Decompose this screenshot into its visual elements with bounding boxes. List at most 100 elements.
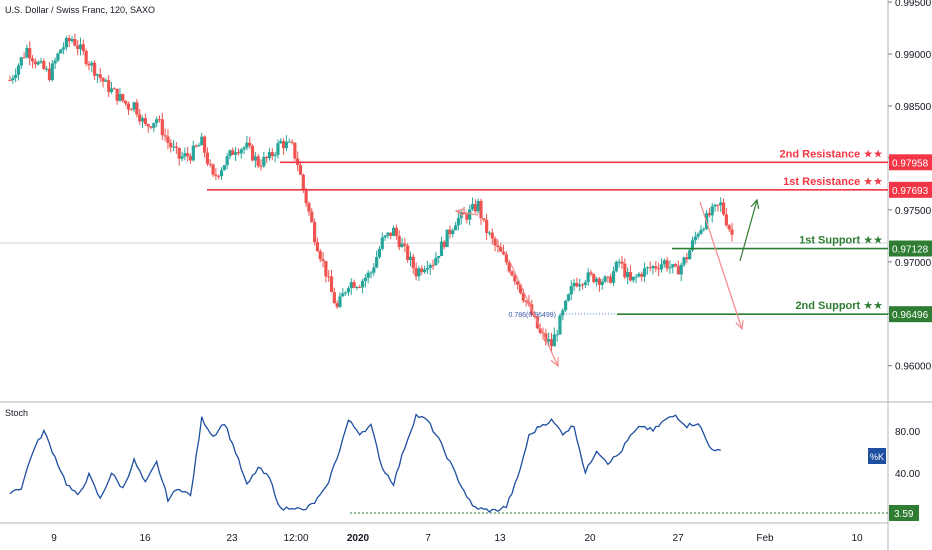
- price-axis-label: 0.99000: [895, 50, 932, 61]
- candle-body: [231, 150, 235, 155]
- candle-body: [465, 214, 469, 220]
- candle-body: [524, 300, 528, 302]
- candle-body: [332, 292, 336, 304]
- candle-body: [626, 272, 630, 278]
- candle-body: [603, 276, 607, 282]
- candle-body: [600, 281, 604, 285]
- candle-body: [318, 251, 322, 260]
- candle-body: [101, 77, 105, 82]
- candle-body: [81, 44, 85, 51]
- candle-body: [628, 272, 633, 281]
- candle-body: [389, 232, 393, 236]
- candle-body: [544, 333, 548, 342]
- candle-body: [360, 281, 365, 288]
- candle-body: [707, 213, 712, 216]
- price-tag-value: 0.97958: [892, 158, 929, 169]
- candle-body: [169, 142, 173, 148]
- k-badge: [868, 448, 886, 464]
- candle-body: [397, 235, 401, 248]
- candle-body: [93, 62, 97, 76]
- candle-body: [420, 268, 424, 273]
- candle-body: [335, 303, 339, 307]
- candle-body: [470, 204, 475, 210]
- candle-body: [234, 152, 238, 155]
- stoch-tag: [889, 505, 919, 521]
- candle-body: [358, 287, 362, 289]
- price-tag: [889, 240, 932, 257]
- candle-body: [499, 247, 503, 252]
- candle-body: [352, 282, 356, 288]
- candle-body: [479, 200, 483, 219]
- candle-body: [338, 296, 342, 307]
- candle-body: [431, 264, 435, 266]
- candle-body: [30, 58, 35, 62]
- candle-body: [188, 156, 193, 161]
- swing-arrow-head: [454, 208, 465, 217]
- candle-body: [614, 261, 618, 272]
- candle-body: [538, 328, 542, 333]
- candle-body: [124, 100, 128, 104]
- candle-body: [245, 142, 249, 148]
- candle-body: [552, 334, 556, 347]
- candle-body: [211, 164, 215, 175]
- candle-body: [688, 250, 692, 260]
- candle-body: [47, 68, 52, 81]
- candle-body: [496, 245, 500, 248]
- candle-body: [425, 268, 430, 270]
- projection-arrow-down: [699, 201, 743, 330]
- time-axis-label: 23: [226, 533, 238, 544]
- candle-body: [623, 263, 627, 278]
- candle-body: [597, 278, 602, 285]
- candle-body: [518, 284, 523, 294]
- candle-body: [501, 251, 506, 255]
- candle-body: [400, 243, 404, 248]
- projection-arrow-up: [739, 199, 758, 262]
- candle-body: [476, 200, 480, 212]
- candle-body: [290, 141, 294, 143]
- candle-body: [276, 143, 280, 155]
- candle-body: [197, 145, 201, 147]
- candle-body: [329, 276, 334, 293]
- swing-arrow-2: [509, 261, 559, 367]
- candle-body: [324, 260, 328, 277]
- candle-body: [304, 189, 308, 204]
- candle-body: [659, 264, 664, 270]
- price-axis-label: 0.97000: [895, 258, 932, 269]
- price-axis-label: 0.98500: [895, 102, 932, 113]
- candle-body: [504, 254, 508, 263]
- candle-body: [569, 286, 573, 295]
- time-axis-label: 2020: [347, 533, 370, 544]
- candle-body: [135, 102, 139, 115]
- candle-body: [673, 264, 678, 267]
- candle-body: [25, 48, 29, 58]
- candle-body: [589, 272, 593, 275]
- candle-body: [414, 268, 418, 277]
- price-tag: [889, 181, 932, 198]
- candle-body: [248, 142, 252, 146]
- candle-body: [676, 266, 681, 275]
- candle-body: [19, 57, 23, 66]
- candle-body: [149, 126, 153, 128]
- candle-body: [344, 292, 348, 294]
- candle-body: [84, 50, 88, 64]
- candle-body: [640, 273, 644, 277]
- candle-body: [138, 114, 142, 122]
- candle-body: [355, 287, 359, 289]
- candle-body: [53, 60, 57, 64]
- candle-body: [253, 156, 257, 161]
- candle-body: [662, 260, 666, 265]
- candle-body: [312, 222, 317, 243]
- candle-body: [493, 238, 497, 246]
- candle-body: [547, 339, 551, 342]
- price-tag-value: 0.96496: [892, 310, 929, 321]
- price-tag: [889, 154, 932, 171]
- stoch-title: Stoch: [5, 408, 29, 418]
- candle-body: [217, 175, 221, 177]
- candle-body: [203, 136, 207, 153]
- candle-body: [583, 282, 587, 285]
- candle-body: [595, 278, 599, 283]
- candle-body: [513, 275, 517, 282]
- time-axis-label: 13: [494, 533, 506, 544]
- candle-body: [580, 284, 585, 286]
